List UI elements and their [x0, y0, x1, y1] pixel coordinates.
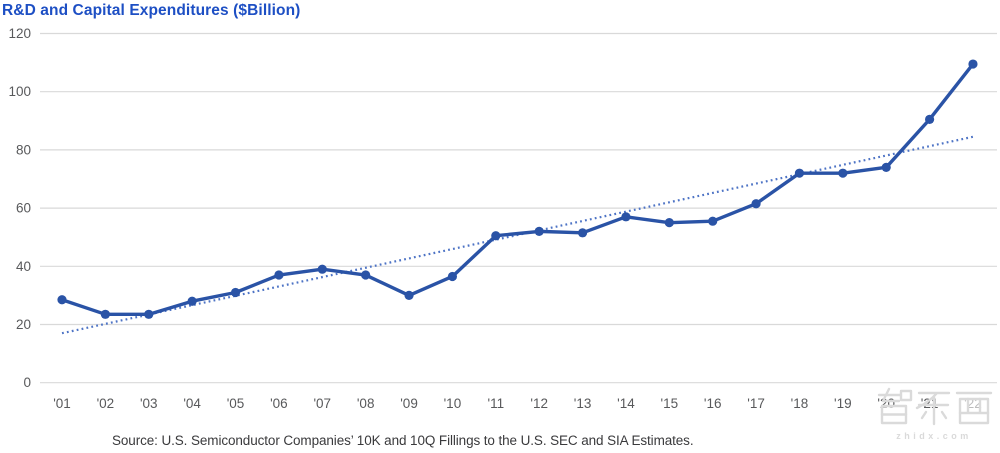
source-note: Source: U.S. Semiconductor Companies’ 10…: [112, 433, 694, 448]
data-point: [534, 226, 544, 236]
y-tick-label: 40: [16, 259, 31, 274]
x-tick-label: '20: [877, 396, 895, 411]
data-point: [968, 59, 978, 69]
data-point: [187, 296, 197, 306]
x-tick-label: '17: [747, 396, 765, 411]
x-tick-label: '14: [617, 396, 635, 411]
x-tick-label: '15: [661, 396, 679, 411]
data-point: [925, 114, 935, 124]
data-point: [404, 290, 414, 300]
data-point: [577, 228, 588, 238]
data-point: [708, 216, 718, 226]
data-point: [794, 168, 805, 178]
x-tick-label: '02: [97, 396, 115, 411]
data-point: [144, 309, 154, 319]
data-point: [100, 309, 110, 319]
y-tick-label: 100: [8, 84, 31, 99]
x-tick-label: '07: [313, 396, 331, 411]
data-point: [361, 270, 371, 280]
x-tick-label: '11: [488, 396, 505, 411]
x-tick-label: '09: [400, 396, 418, 411]
data-point: [491, 231, 501, 241]
x-tick-label: '05: [227, 396, 245, 411]
y-tick-label: 20: [16, 317, 31, 332]
y-tick-label: 120: [8, 26, 31, 41]
x-tick-label: '22: [964, 396, 982, 411]
data-point: [751, 199, 761, 209]
x-tick-label: '18: [791, 396, 809, 411]
data-point: [838, 168, 848, 178]
data-point: [664, 218, 674, 228]
data-point: [317, 264, 327, 274]
x-tick-label: '19: [834, 396, 852, 411]
y-tick-label: 0: [23, 375, 31, 390]
data-point: [881, 162, 891, 172]
x-tick-label: '16: [704, 396, 722, 411]
data-point: [57, 295, 67, 305]
x-tick-label: '06: [270, 396, 288, 411]
x-tick-label: '01: [53, 396, 71, 411]
data-series-line: [60, 62, 975, 317]
x-tick-label: '13: [574, 396, 592, 411]
x-tick-label: '10: [444, 396, 462, 411]
data-point: [621, 212, 631, 222]
x-tick-label: '21: [921, 396, 939, 411]
y-tick-label: 80: [16, 142, 31, 157]
y-tick-label: 60: [16, 201, 31, 216]
x-tick-label: '03: [140, 396, 158, 411]
data-point: [447, 271, 458, 282]
x-tick-label: '08: [357, 396, 375, 411]
data-point: [230, 287, 241, 298]
x-tick-label: '12: [530, 396, 548, 411]
x-tick-label: '04: [183, 396, 201, 411]
data-point: [274, 270, 284, 280]
chart-title: R&D and Capital Expenditures ($Billion): [2, 2, 301, 19]
